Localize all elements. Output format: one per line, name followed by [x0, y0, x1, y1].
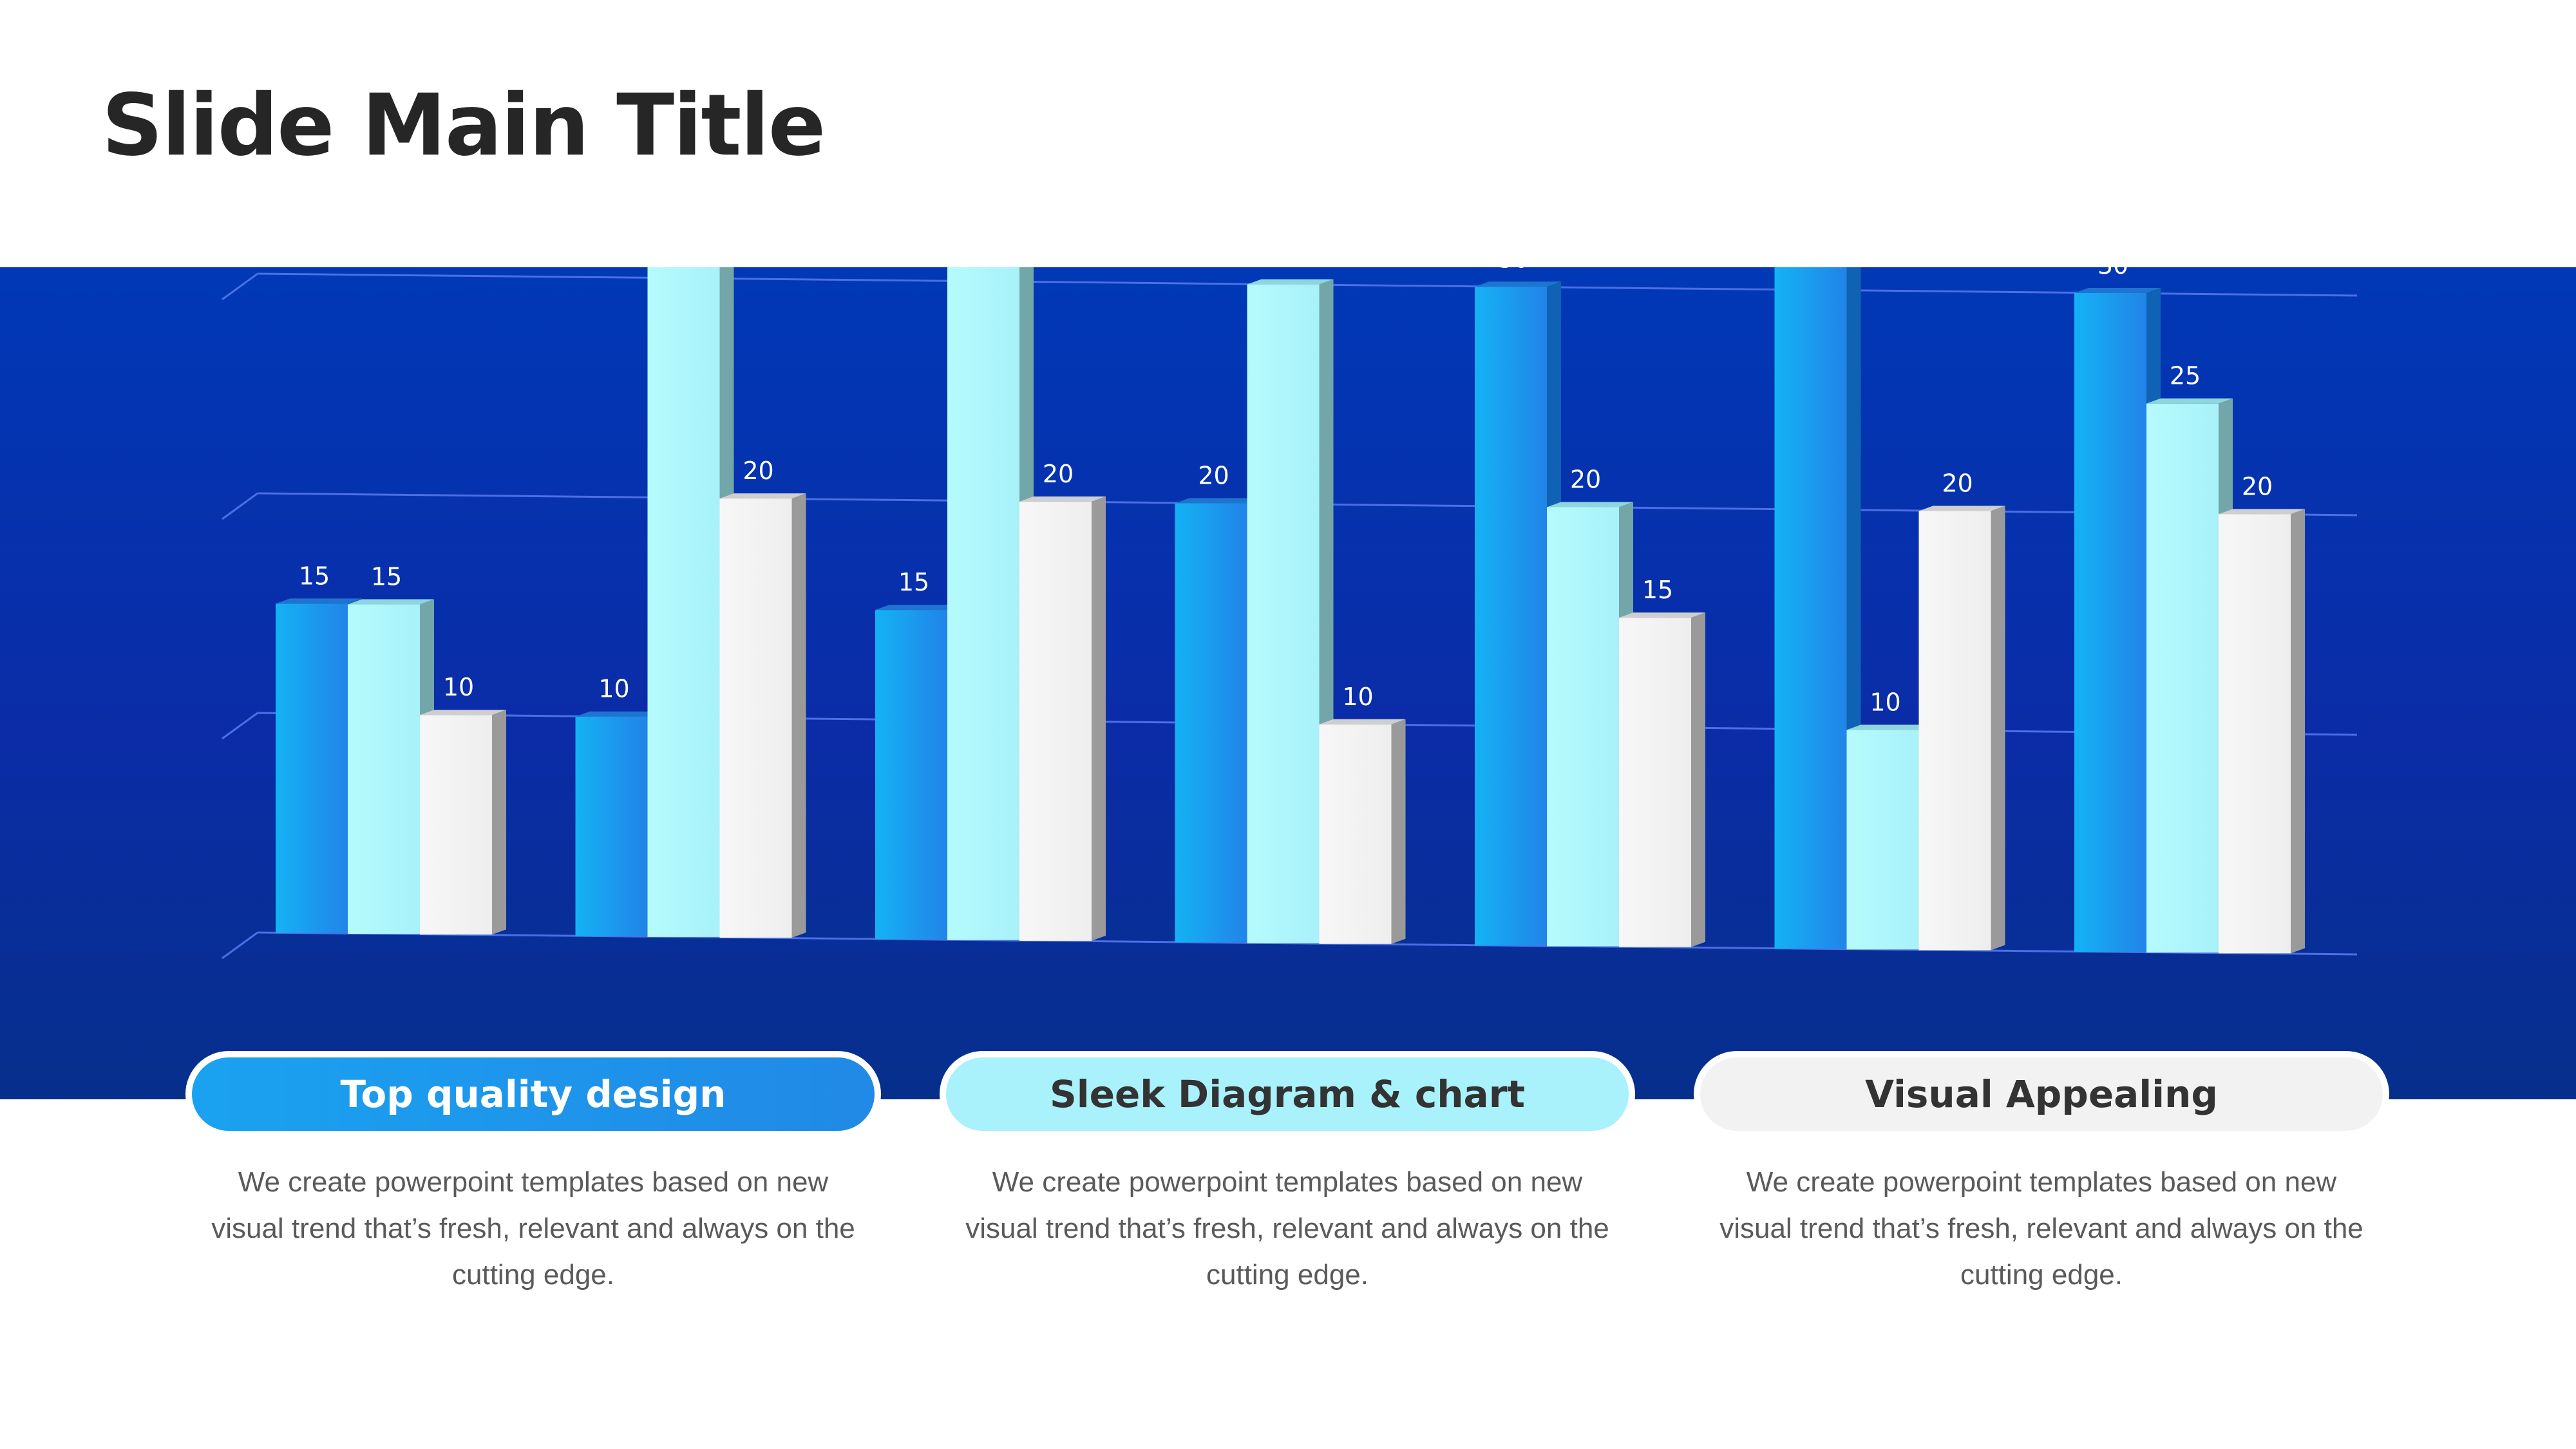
- data-label-s1-c7: 30: [2098, 267, 2128, 279]
- bar-1-cat-7: [2074, 293, 2146, 952]
- bar-side-face: [2291, 509, 2305, 954]
- bar-2-cat-6: [1846, 730, 1919, 950]
- bar-2-cat-5: [1547, 507, 1619, 947]
- data-label-s3-c6: 20: [1942, 469, 1973, 497]
- bar-top-face: [1619, 612, 1705, 618]
- bar-top-face: [875, 605, 961, 611]
- bar-top-face: [348, 599, 434, 605]
- bar-2-cat-2: [647, 267, 720, 937]
- bar-chart: 1515101035201545202030103020154010203025…: [222, 267, 2358, 960]
- data-label-s3-c1: 10: [443, 673, 474, 701]
- legend-pill-visual-appealing: Visual Appealing: [1694, 1051, 2389, 1137]
- data-label-s2-c5: 20: [1570, 465, 1601, 493]
- bar-1-cat-1: [276, 603, 348, 933]
- bar-top-face: [575, 711, 662, 717]
- bar-2-cat-7: [2146, 403, 2219, 953]
- data-label-s1-c5: 30: [1498, 267, 1529, 273]
- legend-label-visual-appealing: Visual Appealing: [1700, 1057, 2383, 1131]
- bar-2-cat-3: [947, 267, 1019, 940]
- bar-2-cat-4: [1247, 284, 1320, 943]
- bar-1-cat-5: [1475, 287, 1547, 946]
- legend-pill-top-quality-design: Top quality design: [185, 1051, 881, 1137]
- bar-top-face: [2146, 398, 2233, 404]
- bar-3-cat-5: [1619, 618, 1691, 947]
- bar-1-cat-2: [575, 716, 648, 936]
- data-label-s3-c7: 20: [2242, 472, 2273, 500]
- card-description-3: We create powerpoint templates based on …: [1719, 1166, 2363, 1291]
- bar-top-face: [276, 598, 362, 604]
- data-label-s3-c5: 15: [1642, 576, 1673, 604]
- data-label-s1-c3: 15: [898, 568, 929, 596]
- gridline-diagonal: [222, 272, 258, 301]
- data-label-s1-c1: 15: [299, 562, 330, 590]
- bar-top-face: [1319, 719, 1406, 724]
- bar-top-face: [2219, 509, 2305, 515]
- data-label-s3-c2: 20: [743, 457, 773, 485]
- card-description-2: We create powerpoint templates based on …: [965, 1166, 1609, 1291]
- card-description-1: We create powerpoint templates based on …: [211, 1166, 855, 1291]
- legend-pill-sleek-diagram-chart: Sleek Diagram & chart: [940, 1051, 1635, 1137]
- bar-top-face: [719, 493, 806, 499]
- bar-top-face: [1475, 281, 1561, 287]
- legend-label-top-quality-design: Top quality design: [192, 1057, 875, 1131]
- bar-top-face: [1175, 498, 1262, 504]
- bar-3-cat-7: [2219, 514, 2291, 954]
- data-label-s2-c6: 10: [1870, 688, 1900, 716]
- bar-side-face: [492, 710, 506, 935]
- data-label-s3-c4: 10: [1342, 683, 1373, 711]
- data-label-s2-c1: 15: [371, 563, 402, 591]
- bar-1-cat-4: [1175, 503, 1247, 943]
- bar-side-face: [1391, 719, 1406, 944]
- bars: [276, 267, 2305, 954]
- bar-side-face: [791, 493, 806, 938]
- bar-2-cat-1: [348, 604, 420, 934]
- bar-top-face: [1019, 496, 1106, 502]
- bar-1-cat-3: [875, 610, 947, 940]
- bar-top-face: [1547, 502, 1633, 507]
- bar-3-cat-2: [719, 498, 792, 938]
- data-label-s1-c2: 10: [598, 675, 629, 703]
- bar-top-face: [1918, 506, 2005, 511]
- gridline-diagonal: [222, 712, 258, 740]
- bar-side-face: [1092, 496, 1106, 941]
- data-label-s3-c3: 20: [1043, 460, 1074, 488]
- bar-top-face: [2074, 288, 2161, 294]
- bar-side-face: [1691, 612, 1705, 947]
- gridline-diagonal: [222, 492, 258, 520]
- bar-3-cat-1: [420, 715, 492, 935]
- bar-top-face: [1247, 279, 1334, 285]
- bar-side-face: [1991, 506, 2005, 951]
- legend-label-sleek-diagram-chart: Sleek Diagram & chart: [946, 1057, 1629, 1131]
- data-labels: 1515101035201545202030103020154010203025…: [299, 267, 2273, 716]
- data-label-s2-c7: 25: [2170, 362, 2201, 390]
- gridline-diagonal: [222, 931, 258, 960]
- data-label-s1-c4: 20: [1198, 461, 1229, 489]
- bar-top-face: [1846, 724, 1933, 730]
- data-label-s2-c4: 30: [1270, 267, 1301, 271]
- slide-title: Slide Main Title: [102, 76, 826, 175]
- bar-3-cat-4: [1319, 724, 1392, 944]
- bar-top-face: [420, 710, 506, 715]
- bar-3-cat-6: [1918, 511, 1991, 951]
- bar-3-cat-3: [1019, 501, 1092, 941]
- bar-1-cat-6: [1774, 267, 1847, 949]
